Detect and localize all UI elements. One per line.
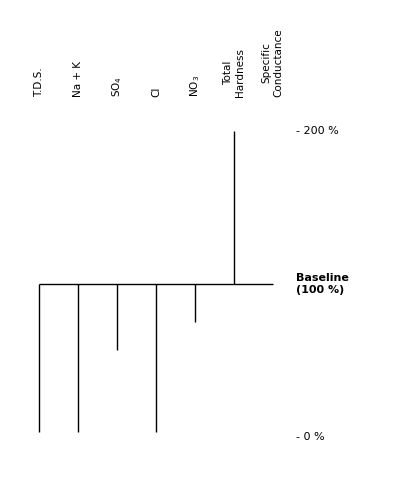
Text: Specific
Conductance: Specific Conductance <box>262 28 283 97</box>
Text: Total
Hardness: Total Hardness <box>223 48 244 97</box>
Text: SO$_4$: SO$_4$ <box>110 76 124 97</box>
Text: NO$_3$: NO$_3$ <box>188 75 202 97</box>
Text: Cl: Cl <box>151 86 161 97</box>
Text: - 200 %: - 200 % <box>296 126 339 136</box>
Text: Baseline
(100 %): Baseline (100 %) <box>296 273 349 294</box>
Text: T.D.S.: T.D.S. <box>34 67 44 97</box>
Text: Na + K: Na + K <box>73 61 83 97</box>
Text: - 0 %: - 0 % <box>296 432 325 442</box>
